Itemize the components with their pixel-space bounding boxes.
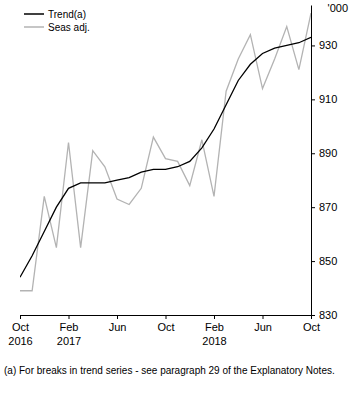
y-tick-label: 930 [319,39,337,51]
x-tick-label: Oct [157,321,174,333]
y-tick-label: 890 [319,147,337,159]
y-tick: 930 [311,39,337,51]
legend-label: Trend(a) [48,9,86,20]
x-tick: Jun [254,315,272,333]
legend: Trend(a) Seas adj. [24,9,90,33]
x-axis: Oct 2016 Feb 2017 Jun Oct Feb 2018 Jun Oct [8,315,320,347]
x-tick-mark [263,315,264,319]
y-axis: 830 850 870 890 910 930 [311,6,337,322]
chart: Oct2016Feb2017JunOctFeb2018JunOct8308508… [0,0,354,402]
x-tick-label: Oct [303,321,320,333]
x-tick-mark [69,315,70,319]
x-tick-mark [117,315,118,319]
y-tick-mark [311,153,315,154]
y-tick-mark [311,207,315,208]
x-tick-label: Oct 2016 [8,321,32,347]
footnote: (a) For breaks in trend series - see par… [4,365,335,376]
x-tick-label-line: Jun [254,321,272,333]
x-tick-label-line: Feb [60,321,79,333]
x-tick-label: Feb 2018 [202,321,226,347]
y-tick-label: 910 [319,93,337,105]
x-tick: Oct 2016 [8,315,32,347]
x-tick-mark [166,315,167,319]
x-tick-label-line: Oct [157,321,174,333]
y-axis-title: '000 [328,2,348,14]
series-line [20,37,311,277]
x-tick-label-line: 2016 [8,335,32,347]
x-tick: Feb 2018 [202,315,226,347]
x-tick-label: Feb 2017 [57,321,81,347]
y-tick: 910 [311,93,337,105]
y-tick-label: 830 [319,309,337,321]
x-tick: Oct [303,315,320,333]
x-tick-label-line: Feb [205,321,224,333]
legend-item: Trend(a) [24,9,86,20]
x-tick-label-line: Oct [303,321,320,333]
x-tick-mark [214,315,215,319]
y-axis-line [311,6,312,316]
legend-item: Seas adj. [24,22,90,33]
x-tick-label-line: Jun [109,321,127,333]
y-tick-mark [311,45,315,46]
legend-swatch [24,26,44,28]
legend-label: Seas adj. [48,22,90,33]
x-tick: Feb 2017 [57,315,81,347]
y-tick-mark [311,261,315,262]
series-line [20,13,311,291]
y-tick: 890 [311,147,337,159]
y-tick-mark [311,99,315,100]
y-tick-mark [311,315,315,316]
x-tick-label-line: Oct [12,321,29,333]
x-tick-label: Jun [109,321,127,333]
x-tick: Jun [109,315,127,333]
y-tick-label: 870 [319,201,337,213]
legend-swatch [24,13,44,15]
y-tick-label: 850 [319,255,337,267]
y-tick: 850 [311,255,337,267]
x-tick: Oct [157,315,174,333]
x-tick-label: Jun [254,321,272,333]
x-tick-label-line: 2018 [202,335,226,347]
footnote-line: (a) For breaks in trend series - see par… [4,365,335,376]
x-tick-mark [20,315,21,319]
y-tick: 870 [311,201,337,213]
plot-area [20,13,311,291]
y-tick: 830 [311,309,337,321]
x-tick-label-line: 2017 [57,335,81,347]
